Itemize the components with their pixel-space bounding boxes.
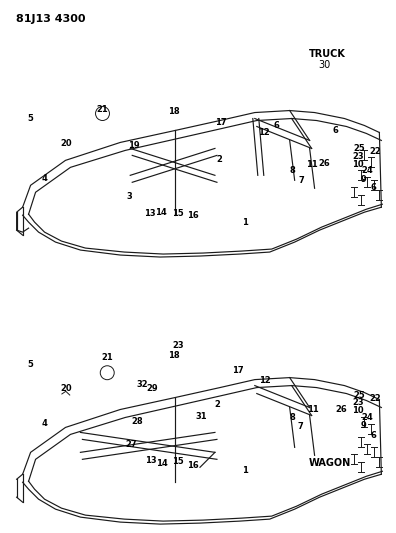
Text: 1: 1 bbox=[242, 466, 248, 475]
Text: 9: 9 bbox=[361, 175, 367, 184]
Text: 4: 4 bbox=[41, 419, 47, 427]
Text: 17: 17 bbox=[232, 366, 244, 375]
Text: 19: 19 bbox=[128, 141, 140, 150]
Text: 26: 26 bbox=[318, 159, 330, 168]
Text: 14: 14 bbox=[155, 208, 167, 217]
Text: 27: 27 bbox=[125, 440, 137, 449]
Text: 32: 32 bbox=[136, 380, 148, 389]
Text: 20: 20 bbox=[60, 384, 72, 393]
Text: 21: 21 bbox=[101, 353, 113, 362]
Text: 9: 9 bbox=[361, 422, 367, 430]
Text: 18: 18 bbox=[169, 351, 180, 360]
Text: 81J13 4300: 81J13 4300 bbox=[17, 14, 86, 24]
Text: 11: 11 bbox=[306, 160, 318, 169]
Text: 1: 1 bbox=[242, 219, 248, 228]
Text: 20: 20 bbox=[60, 139, 72, 148]
Text: 25: 25 bbox=[353, 391, 365, 400]
Text: 25: 25 bbox=[353, 144, 365, 153]
Text: 23: 23 bbox=[352, 398, 364, 407]
Text: 22: 22 bbox=[370, 394, 381, 403]
Text: 12: 12 bbox=[259, 128, 270, 137]
Text: 10: 10 bbox=[352, 407, 364, 415]
Text: 18: 18 bbox=[169, 107, 180, 116]
Text: 7: 7 bbox=[299, 176, 304, 185]
Text: 6: 6 bbox=[371, 183, 377, 192]
Text: 5: 5 bbox=[27, 360, 33, 369]
Text: 23: 23 bbox=[352, 151, 364, 160]
Text: 11: 11 bbox=[307, 406, 318, 414]
Text: 2: 2 bbox=[217, 155, 223, 164]
Text: 13: 13 bbox=[144, 209, 156, 218]
Text: 16: 16 bbox=[187, 211, 199, 220]
Text: 8: 8 bbox=[290, 166, 295, 175]
Text: 6: 6 bbox=[332, 126, 338, 135]
Text: 17: 17 bbox=[215, 118, 227, 126]
Text: 10: 10 bbox=[352, 160, 364, 169]
Text: 21: 21 bbox=[97, 105, 109, 114]
Text: 24: 24 bbox=[362, 413, 373, 422]
Text: WAGON: WAGON bbox=[308, 458, 351, 467]
Text: 2: 2 bbox=[215, 400, 221, 409]
Text: 15: 15 bbox=[172, 457, 184, 466]
Text: 30: 30 bbox=[318, 60, 331, 70]
Text: 22: 22 bbox=[370, 147, 381, 156]
Text: 24: 24 bbox=[362, 166, 373, 175]
Text: 15: 15 bbox=[172, 209, 184, 218]
Text: 8: 8 bbox=[290, 413, 295, 422]
Text: 6: 6 bbox=[274, 120, 280, 130]
Text: 13: 13 bbox=[145, 456, 156, 465]
Text: 7: 7 bbox=[298, 422, 303, 431]
Text: 14: 14 bbox=[156, 458, 168, 467]
Text: 6: 6 bbox=[371, 431, 377, 440]
Text: 31: 31 bbox=[195, 412, 207, 421]
Text: 16: 16 bbox=[187, 461, 199, 470]
Text: 26: 26 bbox=[335, 406, 347, 414]
Text: 5: 5 bbox=[27, 115, 33, 123]
Text: 4: 4 bbox=[41, 174, 47, 183]
Text: 29: 29 bbox=[147, 384, 158, 393]
Text: TRUCK: TRUCK bbox=[308, 49, 345, 59]
Text: 12: 12 bbox=[259, 376, 271, 385]
Text: 23: 23 bbox=[172, 341, 184, 350]
Text: 3: 3 bbox=[126, 192, 132, 201]
Text: 28: 28 bbox=[131, 417, 143, 426]
